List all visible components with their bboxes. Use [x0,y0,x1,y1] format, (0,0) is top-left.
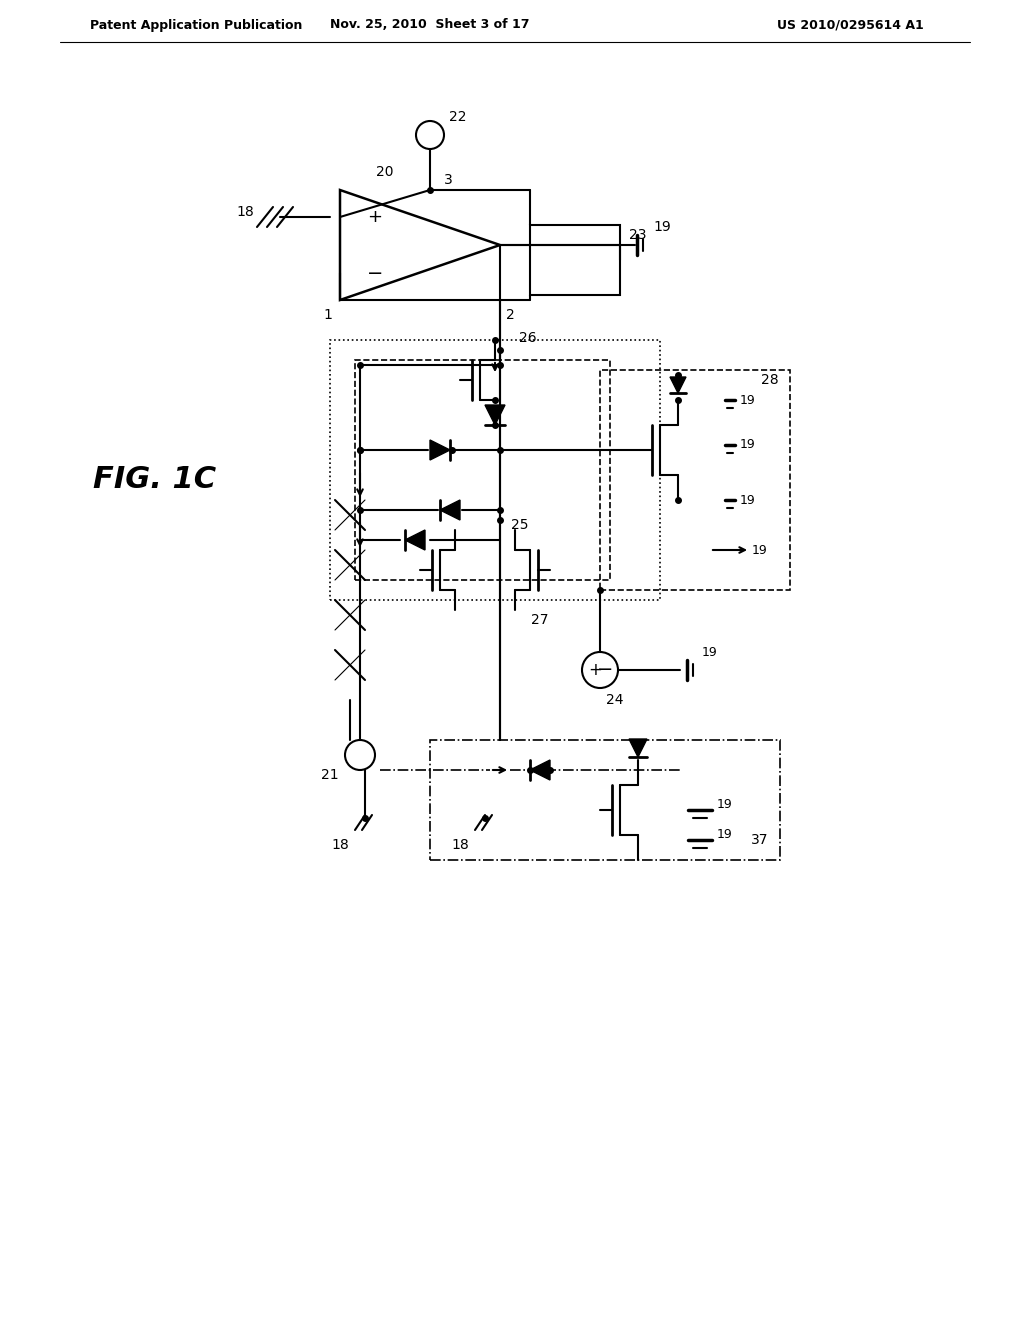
Text: 2: 2 [506,308,514,322]
Text: 24: 24 [606,693,624,708]
Bar [330,341,660,601]
Text: FIG. 1C: FIG. 1C [93,466,216,495]
Polygon shape [406,531,425,550]
Text: 21: 21 [322,768,339,781]
Bar [530,224,620,294]
Text: 19: 19 [740,494,756,507]
Text: US 2010/0295614 A1: US 2010/0295614 A1 [776,18,924,32]
Text: 19: 19 [717,799,733,812]
Text: 3: 3 [443,173,453,187]
Text: 20: 20 [376,165,394,180]
Text: 1: 1 [324,308,333,322]
Text: 19: 19 [653,220,671,234]
Text: 19: 19 [740,393,756,407]
Polygon shape [530,760,550,780]
Text: Patent Application Publication: Patent Application Publication [90,18,302,32]
Text: Nov. 25, 2010  Sheet 3 of 17: Nov. 25, 2010 Sheet 3 of 17 [331,18,529,32]
Text: 19: 19 [717,829,733,842]
Text: +: + [368,209,383,226]
Text: 26: 26 [519,331,537,345]
Text: 23: 23 [630,228,647,242]
Polygon shape [485,405,505,425]
Text: +: + [588,661,602,678]
Text: 19: 19 [740,438,756,451]
Polygon shape [440,500,460,520]
Text: 27: 27 [531,612,549,627]
Text: 25: 25 [511,517,528,532]
Bar [355,360,610,579]
Polygon shape [430,440,450,459]
Text: 22: 22 [450,110,467,124]
Text: 18: 18 [331,838,349,851]
Text: 18: 18 [237,205,254,219]
Bar [600,370,790,590]
Bar [430,741,780,861]
Text: 28: 28 [761,374,779,387]
Polygon shape [670,378,686,393]
Text: 19: 19 [702,645,718,659]
Text: 37: 37 [752,833,769,847]
Text: −: − [367,264,383,282]
Text: 18: 18 [452,838,469,851]
Text: −: − [597,660,613,680]
Text: 19: 19 [752,544,768,557]
Polygon shape [629,739,647,756]
